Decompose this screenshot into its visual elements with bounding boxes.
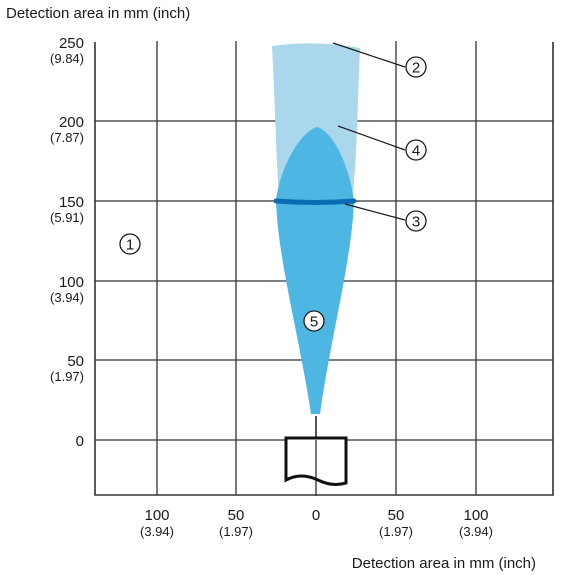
x-tick-sublabel: (1.97) — [379, 524, 413, 539]
y-tick-label: 150 — [59, 194, 84, 211]
x-tick-label: 0 — [312, 507, 320, 524]
callout-2-leader — [332, 42, 406, 68]
x-tick-label: 100 — [144, 507, 169, 524]
y-tick-sublabel: (1.97) — [50, 369, 84, 384]
y-tick-label: 100 — [59, 274, 84, 291]
x-axis-title: Detection area in mm (inch) — [352, 555, 536, 572]
callout-2-label: 2 — [412, 60, 420, 77]
callout-1-label: 1 — [126, 237, 134, 254]
x-tick-sublabel: (1.97) — [219, 524, 253, 539]
y-axis-title: Detection area in mm (inch) — [6, 5, 190, 22]
y-tick-labels: 250 (9.84) 200 (7.87) 150 (5.91) 100 (3.… — [50, 35, 84, 450]
y-tick-sublabel: (5.91) — [50, 210, 84, 225]
detection-cone-inner — [276, 127, 354, 414]
callout-5-label: 5 — [310, 314, 318, 331]
y-tick-sublabel: (7.87) — [50, 130, 84, 145]
y-tick-label: 200 — [59, 114, 84, 131]
x-tick-label: 50 — [228, 507, 245, 524]
callout-4-label: 4 — [412, 143, 420, 160]
x-tick-sublabel: (3.94) — [459, 524, 493, 539]
x-tick-sublabel: (3.94) — [140, 524, 174, 539]
callout-1: 1 — [119, 233, 141, 255]
x-tick-labels: 100 (3.94) 50 (1.97) 0 50 (1.97) 100 (3.… — [140, 507, 493, 539]
callout-3: 3 — [405, 210, 427, 232]
plot-frame — [94, 42, 554, 496]
callout-3-label: 3 — [412, 214, 420, 231]
y-tick-label: 50 — [67, 353, 84, 370]
y-tick-sublabel: (3.94) — [50, 290, 84, 305]
callout-4: 4 — [405, 139, 427, 161]
y-tick-label: 0 — [76, 433, 84, 450]
x-tick-label: 50 — [388, 507, 405, 524]
callout-4-leader — [337, 125, 406, 151]
y-tick-sublabel: (9.84) — [50, 51, 84, 66]
callout-3-leader — [344, 203, 406, 221]
callout-2: 2 — [405, 56, 427, 78]
focus-line — [273, 198, 357, 205]
x-tick-label: 100 — [463, 507, 488, 524]
callout-5: 5 — [303, 310, 325, 332]
y-tick-label: 250 — [59, 35, 84, 52]
